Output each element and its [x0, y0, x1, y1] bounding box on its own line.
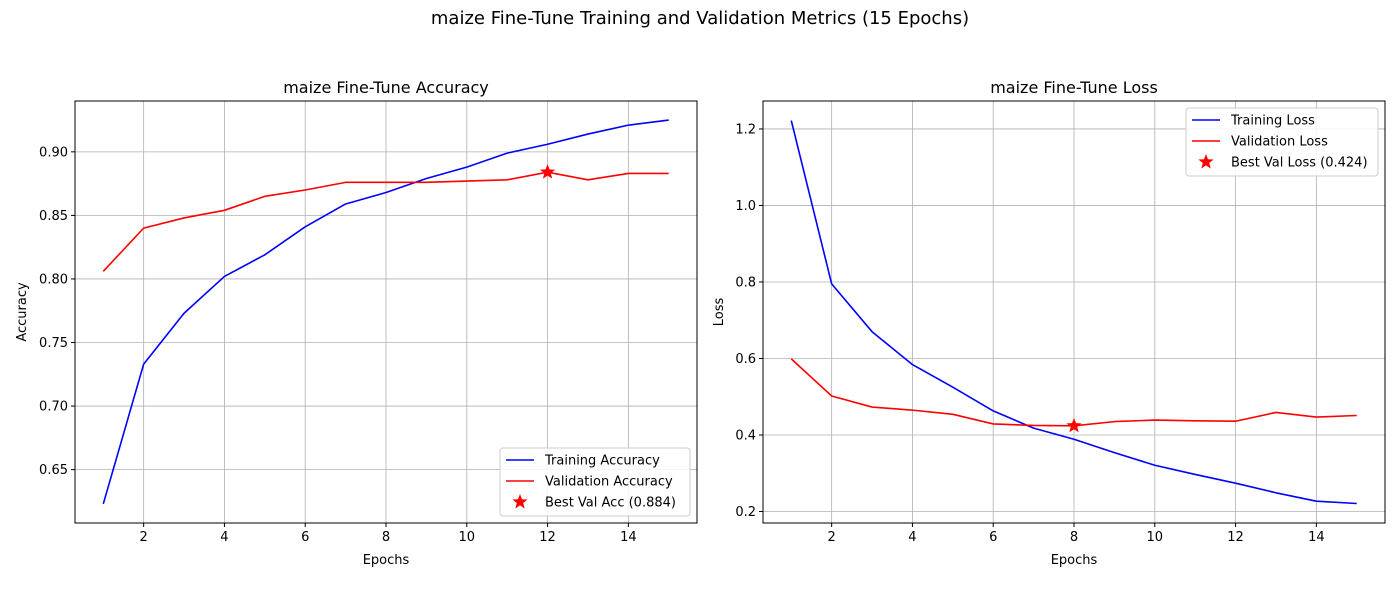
- chart-title: maize Fine-Tune Accuracy: [283, 78, 489, 97]
- legend: Training Loss Validation Loss Best Val Los…: [1185, 107, 1379, 177]
- y-tick-label: 1.2: [735, 122, 756, 137]
- chart-panel-2: 2 4 6 8 10 12 14 0.2 0.4 0.6 0.8 1.0 1.2 maize Fine-T…: [712, 78, 1386, 568]
- chart-panel-1: 2 4 6 8 10 12 14 0.65 0.70 0.75 0.80 0.85 0.90 maize …: [15, 78, 698, 568]
- x-tick-label: 14: [1308, 530, 1325, 545]
- x-tick-label: 4: [220, 530, 228, 545]
- legend-label: Best Val Loss (0.424): [1231, 156, 1368, 171]
- x-tick-label: 6: [989, 530, 997, 545]
- legend-box: [1185, 107, 1379, 177]
- series-line-training: [790, 120, 1357, 505]
- chart-title: maize Fine-Tune Loss: [990, 78, 1158, 97]
- best-point-marker: [1066, 417, 1082, 433]
- x-tick-label: 10: [459, 530, 476, 545]
- legend-swatch-star: [1198, 154, 1214, 169]
- series-line-training: [102, 119, 669, 505]
- y-tick-label: 0.65: [39, 463, 68, 478]
- x-tick-label: 12: [539, 530, 556, 545]
- y-tick-label: 0.6: [735, 352, 756, 367]
- x-tick-label: 14: [620, 530, 637, 545]
- legend-label: Validation Loss: [1231, 135, 1328, 150]
- best-point-marker: [539, 164, 556, 179]
- figure-suptitle: maize Fine-Tune Training and Validation …: [430, 8, 970, 29]
- y-tick-label: 1.0: [735, 199, 756, 214]
- y-tick-label: 0.80: [39, 272, 68, 287]
- y-tick-label: 0.4: [735, 429, 756, 444]
- y-axis-label: Loss: [712, 298, 727, 327]
- legend-label: Training Accuracy: [544, 454, 660, 469]
- x-tick-label: 10: [1147, 530, 1164, 545]
- legend-label: Best Val Acc (0.884): [545, 496, 676, 511]
- legend-swatch-star: [512, 494, 528, 509]
- x-tick-label: 2: [828, 530, 836, 545]
- x-tick-label: 2: [140, 530, 148, 545]
- y-tick-label: 0.75: [39, 336, 68, 351]
- legend-box: [499, 447, 691, 517]
- x-axis-label: Epochs: [1051, 553, 1098, 568]
- y-tick-label: 0.2: [735, 505, 756, 520]
- legend-label: Validation Accuracy: [545, 475, 673, 490]
- x-tick-label: 12: [1227, 530, 1244, 545]
- y-axis-label: Accuracy: [15, 282, 30, 342]
- x-tick-label: 8: [382, 530, 390, 545]
- y-tick-label: 0.8: [735, 275, 756, 290]
- x-axis-label: Epochs: [363, 553, 410, 568]
- legend: Training Accuracy Validation Accuracy Best…: [499, 447, 691, 517]
- y-tick-label: 0.70: [39, 400, 68, 415]
- y-tick-label: 0.90: [39, 145, 68, 160]
- x-tick-label: 8: [1070, 530, 1078, 545]
- series-line-validation: [102, 171, 669, 272]
- x-tick-label: 4: [908, 530, 916, 545]
- x-tick-label: 6: [301, 530, 309, 545]
- y-tick-label: 0.85: [39, 209, 68, 224]
- legend-label: Training Loss: [1230, 114, 1315, 129]
